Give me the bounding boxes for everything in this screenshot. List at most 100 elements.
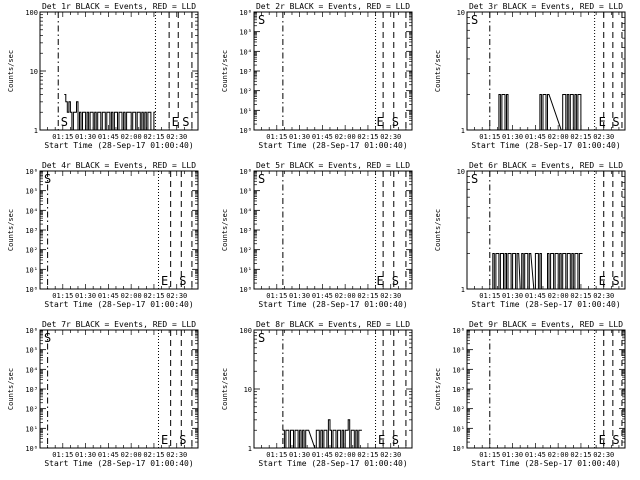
events-data-point — [299, 429, 301, 431]
y-tick-label: 10³ — [25, 227, 38, 235]
x-tick-label: 01:15 — [52, 292, 73, 300]
chart-title: Det 4r BLACK = Events, RED = LLD — [42, 161, 196, 170]
plot-frame — [39, 11, 199, 131]
events-data-point — [353, 429, 354, 431]
events-data-point — [347, 429, 348, 431]
end-marker-label: E — [161, 274, 168, 288]
y-tick-label: 10⁰ — [25, 286, 38, 294]
events-data-point — [348, 419, 350, 421]
start-marker-label: S — [392, 274, 399, 288]
events-data-point — [75, 111, 77, 113]
events-data-point — [321, 429, 323, 431]
events-data-point — [114, 111, 116, 113]
plot-frame — [466, 11, 626, 131]
y-tick-label: 10 — [457, 168, 465, 176]
y-tick-label: 10¹ — [239, 107, 252, 115]
events-data-point — [544, 94, 546, 95]
events-data-point — [503, 94, 505, 95]
end-marker-label: E — [161, 433, 168, 447]
end-marker-label: E — [377, 115, 384, 129]
events-data-point — [128, 111, 130, 113]
x-tick-label: 02:15 — [357, 451, 378, 459]
y-tick-label: 10⁵ — [452, 347, 465, 355]
end-marker-label: E — [377, 274, 384, 288]
events-data-point — [90, 111, 92, 113]
start-marker-label: S — [612, 115, 619, 129]
start-marker-label: S — [258, 13, 265, 27]
events-data-point — [569, 253, 570, 254]
events-data-point — [104, 111, 105, 113]
y-tick-label: 10⁵ — [25, 347, 38, 355]
start-marker-label: S — [61, 115, 68, 129]
events-data-point — [563, 94, 564, 95]
end-marker-label: E — [599, 433, 606, 447]
events-data-point — [134, 111, 136, 113]
events-data-point — [328, 419, 330, 421]
x-axis-label: Start Time (28-Sep-17 01:00:40) — [471, 141, 620, 150]
chart-panel-2: Det 2r BLACK = Events, RED = LLD Counts/s… — [221, 2, 413, 150]
y-tick-label: 10¹ — [239, 266, 252, 274]
x-tick-label: 02:30 — [593, 451, 614, 459]
chart-title: Det 3r BLACK = Events, RED = LLD — [469, 2, 623, 11]
events-data-point — [360, 429, 362, 431]
events-series-line — [491, 253, 583, 290]
x-tick-label: 02:00 — [121, 133, 142, 141]
events-data-point — [64, 94, 66, 95]
x-tick-label: 01:45 — [312, 292, 333, 300]
y-tick-label: 10⁴ — [452, 366, 465, 374]
x-tick-label: 01:15 — [266, 133, 287, 141]
events-data-point — [79, 111, 81, 113]
x-axis-label: Start Time (28-Sep-17 01:00:40) — [44, 459, 193, 468]
events-data-point — [506, 94, 508, 95]
events-data-point — [283, 429, 285, 431]
plot-frame — [466, 170, 626, 290]
x-axis-label: Start Time (28-Sep-17 01:00:40) — [471, 300, 620, 309]
events-data-point — [302, 429, 304, 431]
start-marker-label: S — [44, 172, 51, 186]
y-tick-label: 100 — [239, 327, 252, 335]
x-tick-label: 02:30 — [380, 133, 401, 141]
end-marker-label: E — [599, 274, 606, 288]
x-tick-label: 01:45 — [525, 292, 546, 300]
events-data-point — [497, 253, 499, 254]
events-data-point — [337, 429, 339, 431]
x-tick-label: 01:30 — [502, 451, 523, 459]
events-data-point — [512, 253, 514, 254]
start-marker-label: S — [612, 274, 619, 288]
chart-panel-5: Det 5r BLACK = Events, RED = LLD Counts/s… — [221, 161, 413, 309]
plot-frame — [253, 170, 413, 290]
events-data-point — [318, 429, 319, 431]
events-data-point — [547, 94, 549, 95]
x-tick-label: 02:00 — [121, 292, 142, 300]
events-data-point — [564, 253, 566, 254]
y-tick-label: 10⁴ — [25, 207, 38, 215]
events-data-point — [333, 429, 335, 431]
y-tick-label: 10 — [457, 9, 465, 17]
y-tick-label: 10³ — [25, 386, 38, 394]
y-tick-label: 10¹ — [452, 425, 465, 433]
events-data-point — [123, 111, 125, 113]
events-series-line — [497, 94, 583, 131]
y-tick-label: 10⁰ — [239, 286, 252, 294]
y-tick-label: 1 — [461, 286, 465, 294]
events-data-point — [509, 253, 511, 254]
events-data-point — [148, 111, 150, 113]
events-data-point — [325, 429, 327, 431]
x-tick-label: 02:00 — [548, 133, 569, 141]
y-axis-label: Counts/sec — [7, 209, 15, 251]
events-data-point — [529, 253, 531, 254]
y-tick-label: 10⁴ — [25, 366, 38, 374]
events-data-point — [342, 429, 344, 431]
events-data-point — [69, 101, 71, 103]
x-tick-label: 02:00 — [335, 292, 356, 300]
events-data-point — [514, 253, 516, 254]
end-marker-label: E — [378, 433, 385, 447]
events-data-point — [324, 429, 326, 431]
events-series-line — [282, 419, 362, 449]
x-tick-label: 01:45 — [312, 451, 333, 459]
x-tick-label: 01:30 — [289, 451, 310, 459]
events-data-point — [508, 253, 510, 254]
x-tick-label: 01:30 — [75, 292, 96, 300]
x-tick-label: 01:30 — [502, 133, 523, 141]
events-data-point — [73, 111, 75, 113]
